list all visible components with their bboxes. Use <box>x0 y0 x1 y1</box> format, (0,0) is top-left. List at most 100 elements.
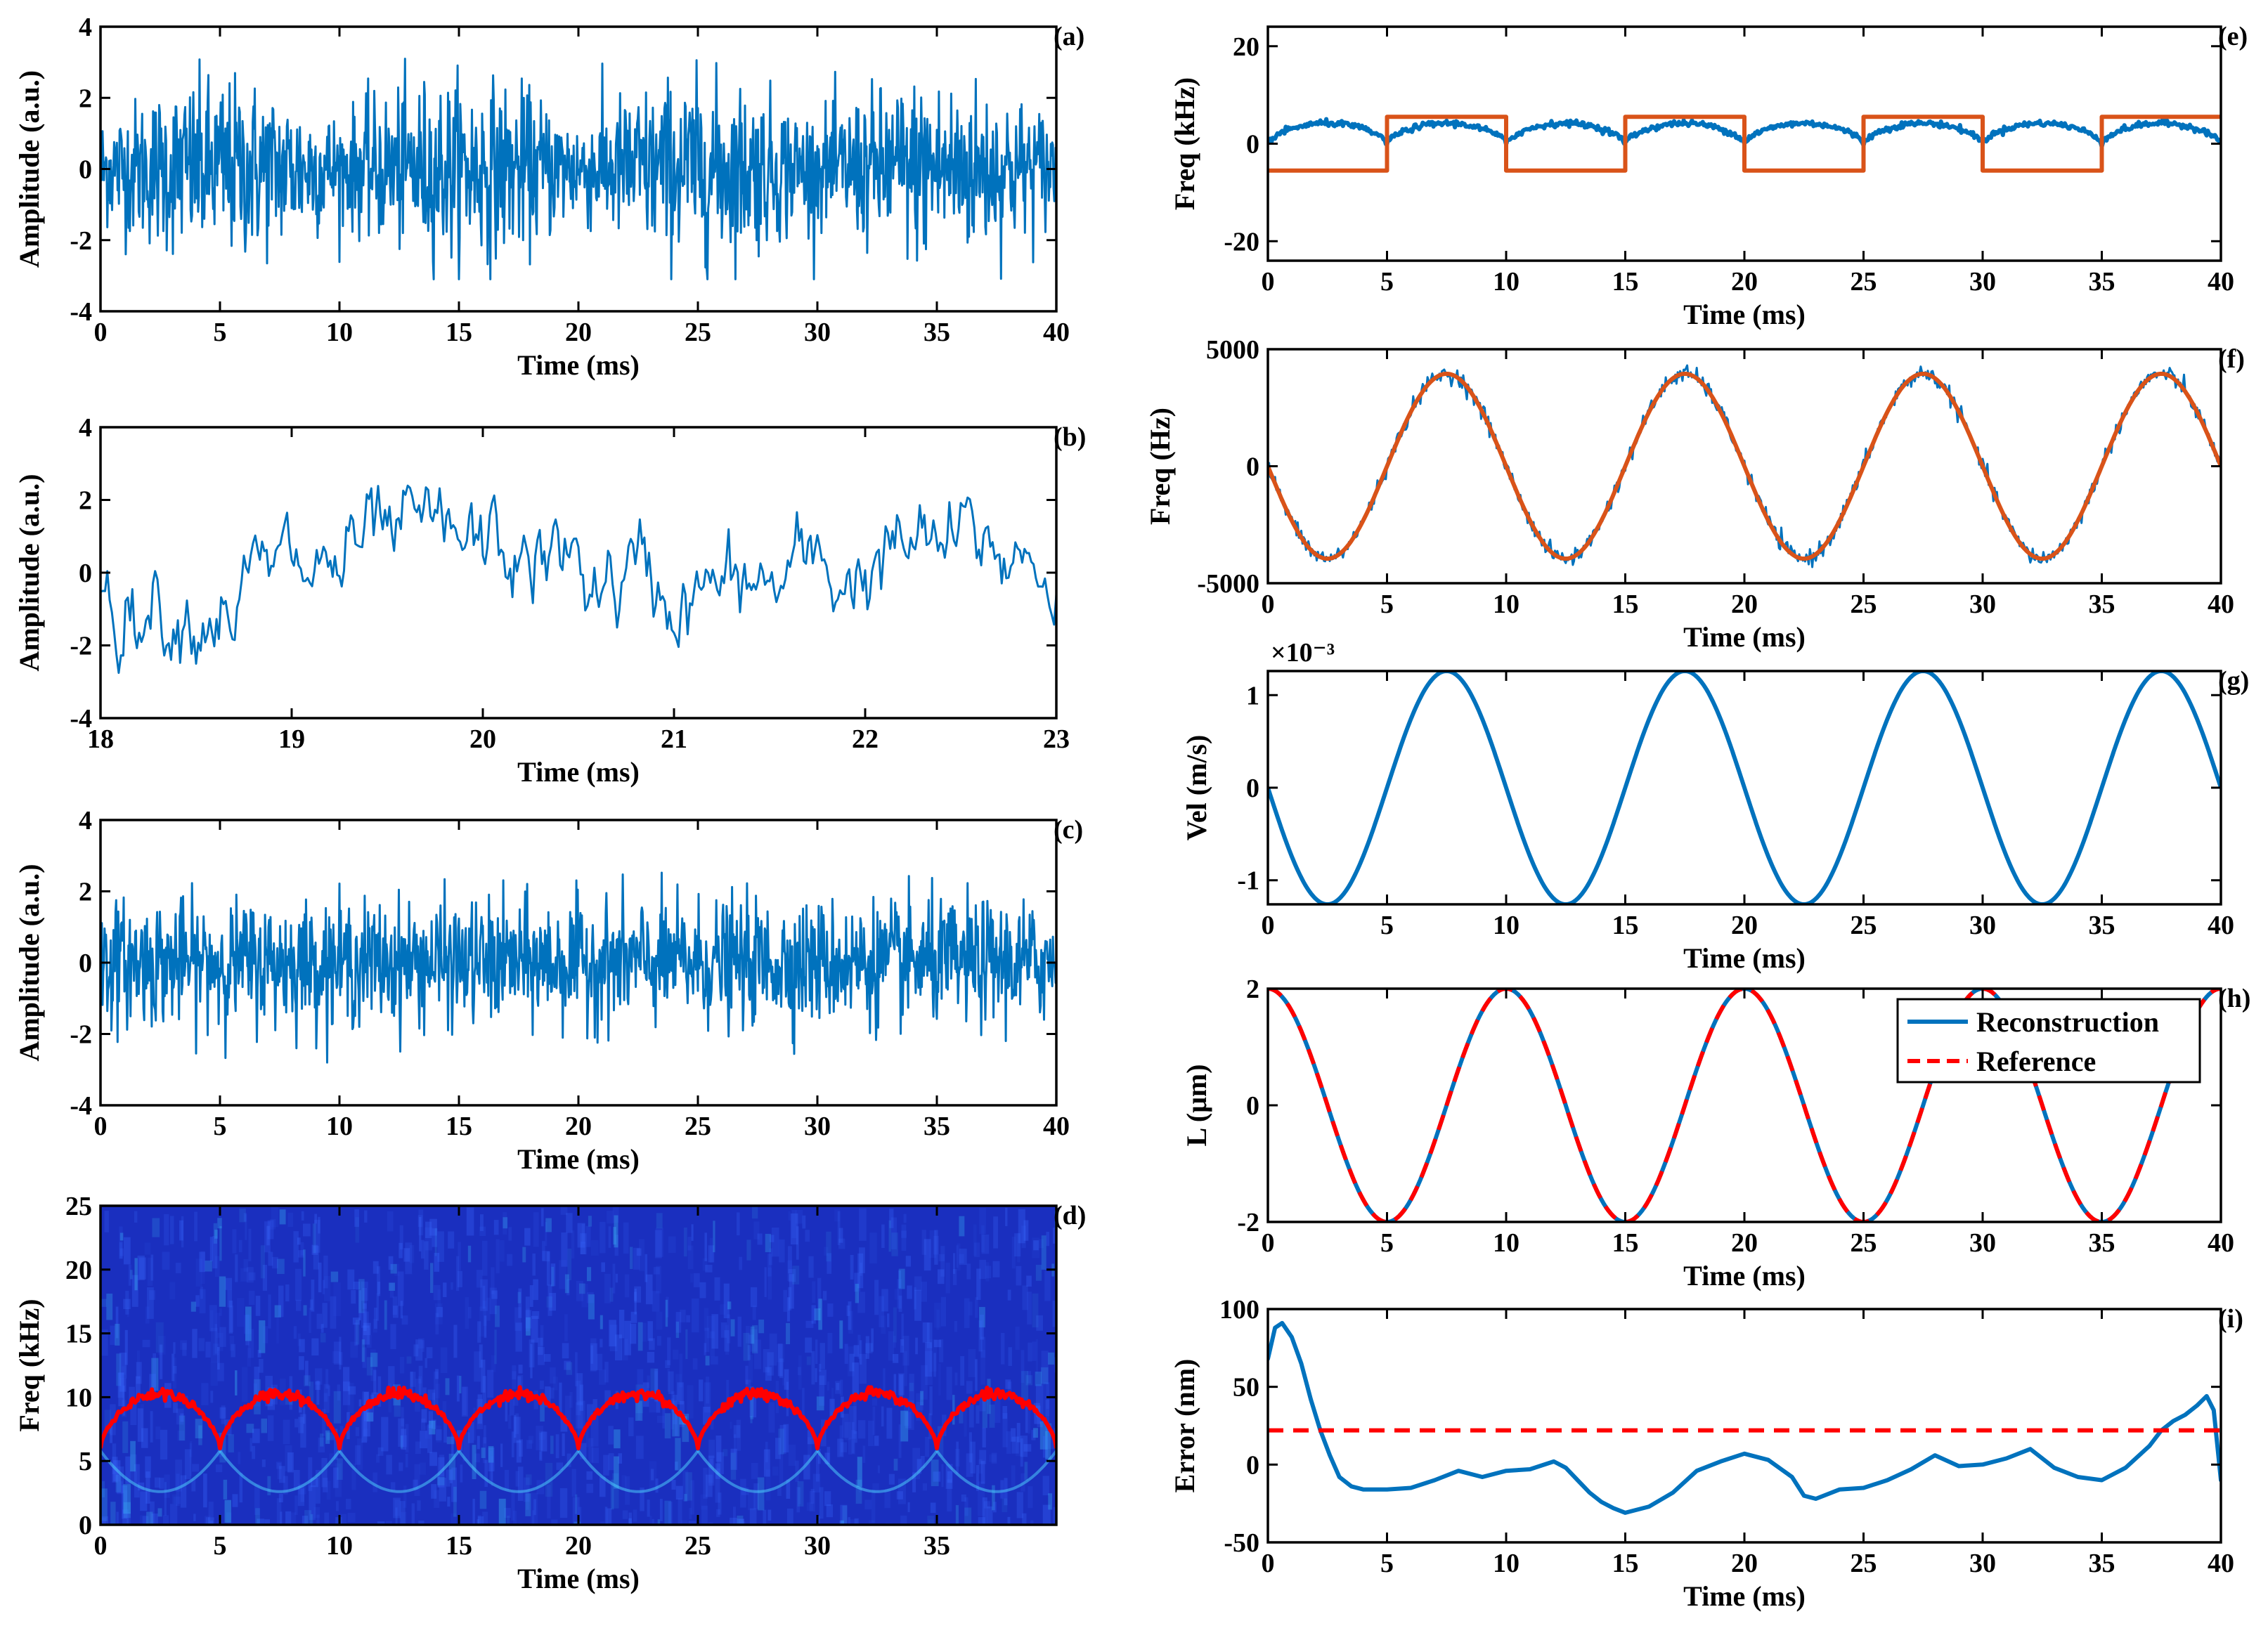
spectrogram-cell <box>181 1216 184 1248</box>
spectrogram-cell <box>477 1398 484 1429</box>
spectrogram-cell <box>682 1470 689 1502</box>
spectrogram-cell <box>432 1392 436 1410</box>
spectrogram-cell <box>566 1213 573 1233</box>
spectrogram-cell <box>1053 1228 1056 1244</box>
spectrogram-cell <box>248 1329 254 1358</box>
spectrogram-cell <box>200 1251 205 1284</box>
spectrogram-cell <box>581 1283 588 1308</box>
spectrogram-cell <box>654 1230 662 1258</box>
spectrogram-cell <box>195 1295 200 1307</box>
y-tick-label: 2 <box>79 486 92 516</box>
spectrogram-cell <box>219 1276 226 1307</box>
spectrogram-cell <box>393 1306 398 1318</box>
spectrogram-cell <box>893 1336 896 1348</box>
spectrogram-cell <box>442 1401 447 1420</box>
spectrogram-cell <box>881 1406 884 1427</box>
spectrogram-cell <box>481 1360 486 1393</box>
spectrogram-cell <box>421 1409 427 1423</box>
spectrogram-cell <box>287 1452 294 1473</box>
spectrogram-cell <box>883 1368 886 1395</box>
spectrogram-cell <box>704 1327 710 1353</box>
spectrogram-cell <box>638 1239 645 1271</box>
spectrogram-cell <box>122 1366 126 1375</box>
spectrogram-cell <box>494 1329 497 1365</box>
spectrogram-cell <box>545 1222 547 1247</box>
spectrogram-cell <box>484 1425 486 1444</box>
spectrogram-cell <box>601 1262 605 1273</box>
spectrogram-cell <box>468 1307 472 1319</box>
spectrogram-cell <box>413 1344 419 1357</box>
spectrogram-cell <box>618 1309 625 1339</box>
spectrogram-cell <box>322 1303 328 1328</box>
spectrogram-cell <box>530 1344 533 1379</box>
spectrogram-cell <box>125 1456 131 1484</box>
spectrogram-cell <box>200 1287 203 1299</box>
spectrogram-cell <box>647 1321 653 1341</box>
y-tick-label: 50 <box>1233 1373 1259 1403</box>
spectrogram-cell <box>668 1236 676 1254</box>
spectrogram-cell <box>425 1221 432 1239</box>
spectrogram-cell <box>788 1287 792 1311</box>
x-tick-label: 40 <box>2208 911 2234 940</box>
spectrogram-cell <box>750 1416 753 1424</box>
spectrogram-cell <box>474 1453 480 1463</box>
spectrogram-cell <box>665 1299 668 1327</box>
spectrogram-cell <box>807 1430 815 1445</box>
x-tick-label: 10 <box>326 318 353 347</box>
spectrogram-cell <box>267 1387 276 1410</box>
spectrogram-cell <box>215 1464 223 1473</box>
spectrogram-cell <box>874 1436 879 1446</box>
spectrogram-cell <box>294 1495 298 1515</box>
spectrogram-cell <box>346 1499 351 1510</box>
spectrogram-cell <box>633 1247 640 1270</box>
spectrogram-cell <box>767 1267 772 1300</box>
spectrogram-cell <box>427 1424 432 1453</box>
spectrogram-cell <box>142 1516 149 1525</box>
spectrogram-cell <box>415 1339 423 1361</box>
spectrogram-cell <box>321 1457 328 1488</box>
spectrogram-cell <box>817 1448 821 1464</box>
spectrogram-cell <box>304 1375 311 1386</box>
spectrogram-cell <box>238 1452 241 1464</box>
spectrogram-cell <box>366 1412 373 1422</box>
x-axis-label: Time (ms) <box>517 756 640 788</box>
spectrogram-cell <box>690 1480 694 1515</box>
spectrogram-cell <box>750 1329 758 1352</box>
spectrogram-cell <box>294 1268 302 1301</box>
spectrogram-cell <box>654 1371 658 1391</box>
y-tick-label: 20 <box>1233 32 1259 62</box>
spectrogram-cell <box>352 1318 360 1325</box>
x-tick-label: 0 <box>1262 911 1275 940</box>
spectrogram-cell <box>118 1372 124 1407</box>
spectrogram-cell <box>614 1456 619 1489</box>
x-axis-label: Time (ms) <box>517 1143 640 1175</box>
spectrogram-cell <box>205 1341 211 1358</box>
spectrogram-cell <box>315 1368 323 1385</box>
spectrogram-cell <box>269 1219 276 1230</box>
x-tick-label: 10 <box>1493 1549 1519 1578</box>
spectrogram-cell <box>924 1239 931 1271</box>
spectrogram-cell <box>483 1301 487 1326</box>
spectrogram-cell <box>858 1476 862 1492</box>
spectrogram-cell <box>465 1297 469 1329</box>
spectrogram-cell <box>540 1325 544 1346</box>
spectrogram-cell <box>549 1293 557 1311</box>
spectrogram-cell <box>976 1268 981 1300</box>
spectrogram-cell <box>959 1216 965 1237</box>
spectrogram-cell <box>373 1369 377 1394</box>
spectrogram-cell <box>840 1379 843 1396</box>
spectrogram-cell <box>898 1295 902 1313</box>
spectrogram-cell <box>647 1375 650 1388</box>
spectrogram-cell <box>815 1454 819 1482</box>
spectrogram-cell <box>216 1332 223 1351</box>
spectrogram-cell <box>467 1245 472 1263</box>
spectrogram-cell <box>104 1211 109 1232</box>
spectrogram-cell <box>954 1321 958 1332</box>
spectrogram-cell <box>467 1421 474 1443</box>
spectrogram-cell <box>119 1352 127 1379</box>
x-tick-label: 21 <box>661 724 687 754</box>
spectrogram-cell <box>925 1342 932 1377</box>
spectrogram-cell <box>248 1272 256 1281</box>
spectrogram-cell <box>372 1472 378 1492</box>
spectrogram-cell <box>448 1453 455 1481</box>
